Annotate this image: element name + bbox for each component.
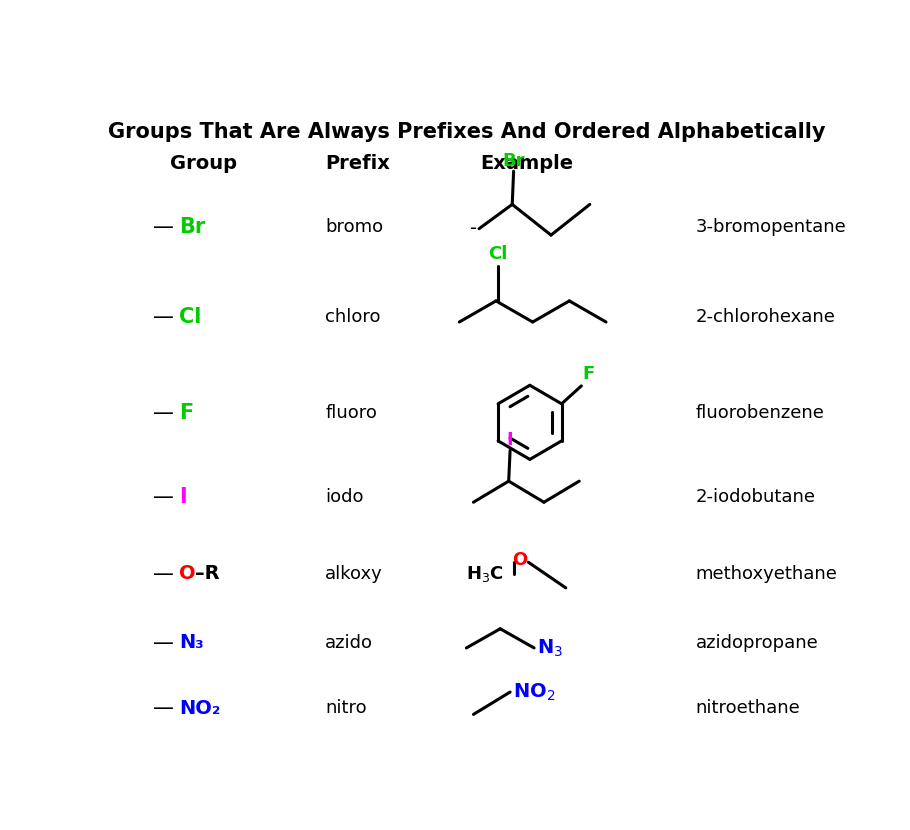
Text: F: F <box>582 365 595 383</box>
Text: Group: Group <box>170 154 238 173</box>
Text: —: — <box>153 698 174 718</box>
Text: fluoro: fluoro <box>326 403 378 422</box>
Text: Br: Br <box>502 152 525 170</box>
Text: —: — <box>153 632 174 653</box>
Text: I: I <box>507 432 513 449</box>
Text: azido: azido <box>326 634 373 652</box>
Text: 2-chlorohexane: 2-chlorohexane <box>695 308 835 326</box>
Text: bromo: bromo <box>326 218 383 237</box>
Text: methoxyethane: methoxyethane <box>695 564 837 583</box>
Text: 3-bromopentane: 3-bromopentane <box>695 218 846 237</box>
Text: –R: –R <box>195 564 219 583</box>
Text: Groups That Are Always Prefixes And Ordered Alphabetically: Groups That Are Always Prefixes And Orde… <box>107 122 825 142</box>
Text: O: O <box>512 551 528 569</box>
Text: iodo: iodo <box>326 488 364 506</box>
Text: nitroethane: nitroethane <box>695 699 800 717</box>
Text: —: — <box>153 307 174 327</box>
Text: Example: Example <box>480 154 573 173</box>
Text: NO$_2$: NO$_2$ <box>513 681 555 703</box>
Text: -: - <box>470 219 477 238</box>
Text: —: — <box>153 564 174 583</box>
Text: I: I <box>179 487 187 507</box>
Text: F: F <box>179 403 194 422</box>
Text: —: — <box>153 487 174 507</box>
Text: azidopropane: azidopropane <box>695 634 818 652</box>
Text: H$_3$C: H$_3$C <box>466 564 504 583</box>
Text: O: O <box>179 564 196 583</box>
Text: chloro: chloro <box>326 308 380 326</box>
Text: Prefix: Prefix <box>326 154 390 173</box>
Text: nitro: nitro <box>326 699 367 717</box>
Text: alkoxy: alkoxy <box>326 564 383 583</box>
Text: Cl: Cl <box>489 245 508 263</box>
Text: Br: Br <box>179 217 206 237</box>
Text: N₃: N₃ <box>179 633 204 652</box>
Text: —: — <box>153 403 174 422</box>
Text: NO₂: NO₂ <box>179 699 221 717</box>
Text: 2-iodobutane: 2-iodobutane <box>695 488 815 506</box>
Text: —: — <box>153 217 174 237</box>
Text: Cl: Cl <box>179 307 202 327</box>
Text: fluorobenzene: fluorobenzene <box>695 403 824 422</box>
Text: N$_3$: N$_3$ <box>537 637 563 658</box>
